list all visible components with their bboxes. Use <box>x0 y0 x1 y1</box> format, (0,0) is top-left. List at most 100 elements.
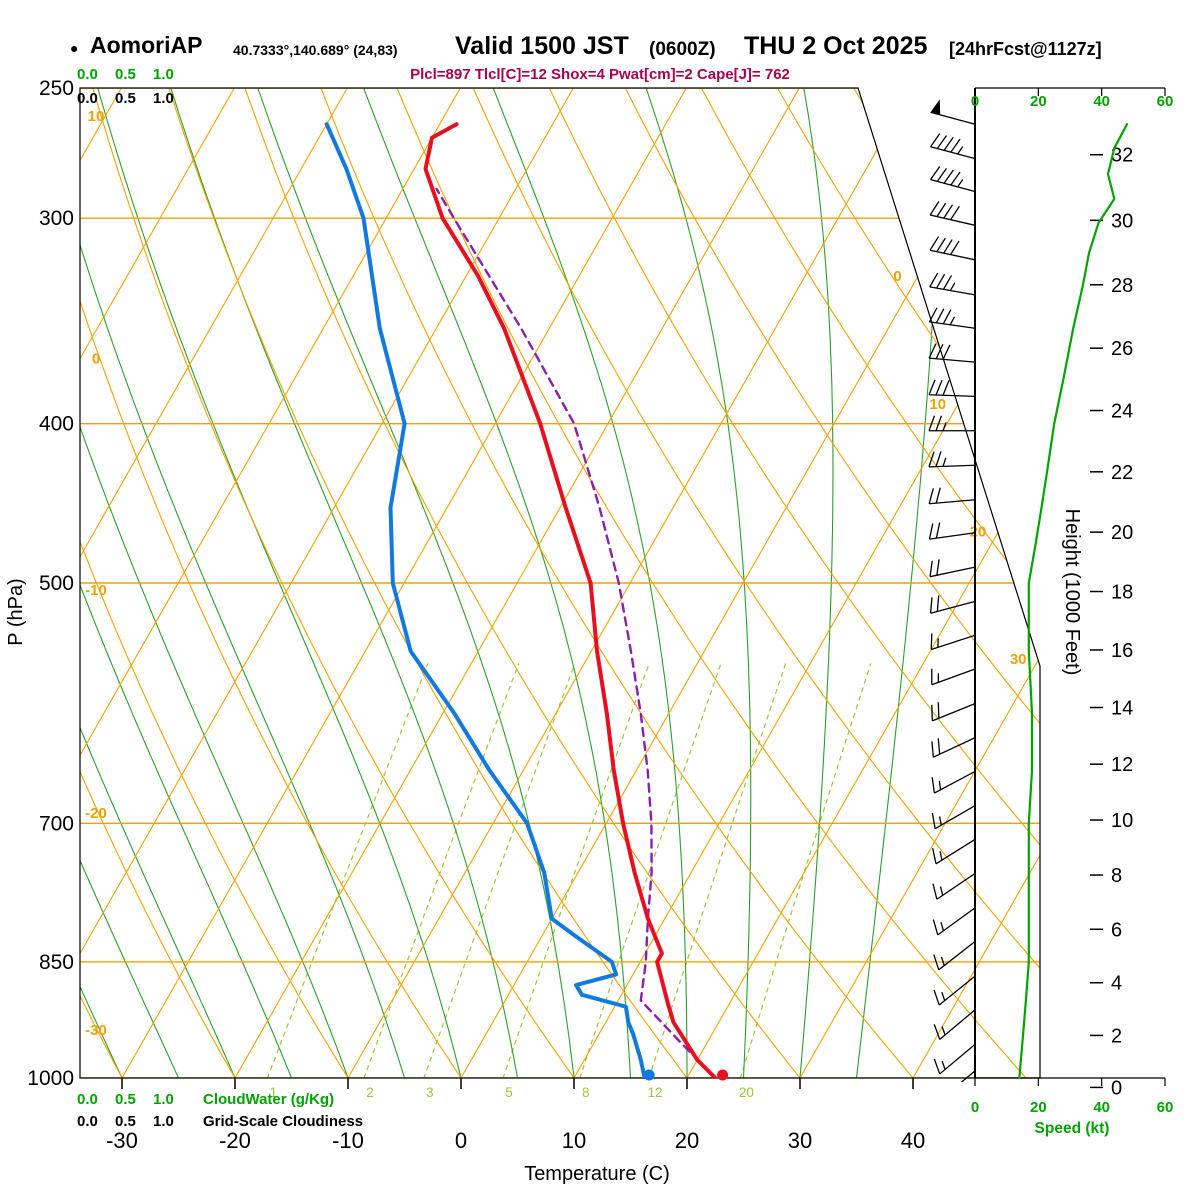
sounding-profiles <box>324 122 721 1078</box>
svg-text:40: 40 <box>901 1128 925 1153</box>
svg-text:26: 26 <box>1111 338 1133 360</box>
stability-indices: Plcl=897 Tlcl[C]=12 Shox=4 Pwat[cm]=2 Ca… <box>410 66 790 83</box>
station-bullet-icon: ● <box>70 40 79 56</box>
svg-text:2: 2 <box>1111 1025 1122 1047</box>
station-coords: 40.7333°,140.689° (24,83) <box>233 42 398 58</box>
svg-text:1: 1 <box>270 1085 278 1100</box>
svg-text:8: 8 <box>1111 865 1122 887</box>
surface-temperature-dot <box>717 1069 729 1081</box>
scale-tick: 1.0 <box>153 1113 174 1130</box>
scale-tick: 0.5 <box>115 1113 136 1130</box>
svg-text:12: 12 <box>1111 754 1133 776</box>
svg-text:0: 0 <box>1111 1077 1122 1099</box>
svg-text:22: 22 <box>1111 462 1133 484</box>
valid-time-utc: (0600Z) <box>649 39 716 60</box>
svg-text:1000: 1000 <box>27 1067 74 1090</box>
scale-tick: 0.0 <box>77 1091 98 1108</box>
valid-time: Valid 1500 JST <box>455 32 629 60</box>
svg-text:300: 300 <box>39 207 74 230</box>
svg-text:10: 10 <box>1111 810 1133 832</box>
scale-tick: 0.5 <box>115 90 136 107</box>
svg-text:0: 0 <box>455 1128 467 1153</box>
svg-text:20: 20 <box>1030 1099 1047 1116</box>
svg-text:6: 6 <box>1111 919 1122 941</box>
svg-text:4: 4 <box>1111 973 1122 995</box>
svg-text:20: 20 <box>675 1128 699 1153</box>
svg-text:0: 0 <box>971 93 979 110</box>
scale-tick: 0.0 <box>77 1113 98 1130</box>
svg-text:500: 500 <box>39 572 74 595</box>
svg-text:60: 60 <box>1157 1099 1174 1116</box>
svg-text:5: 5 <box>505 1085 513 1100</box>
cloudwater-label: CloudWater (g/Kg) <box>203 1091 335 1108</box>
cloudwater-legend: 0.0 0.5 1.0 CloudWater (g/Kg) <box>77 1091 334 1108</box>
svg-text:8: 8 <box>582 1085 590 1100</box>
svg-text:-20: -20 <box>219 1128 251 1153</box>
svg-text:18: 18 <box>1111 582 1133 604</box>
valid-date: THU 2 Oct 2025 <box>744 32 928 60</box>
svg-text:400: 400 <box>39 413 74 436</box>
svg-text:30: 30 <box>1111 210 1133 232</box>
svg-text:P (hPa): P (hPa) <box>5 578 27 645</box>
forecast-lead-tag: [24hrFcst@1127z] <box>949 39 1102 59</box>
svg-text:40: 40 <box>1093 93 1110 110</box>
svg-text:30: 30 <box>1010 651 1027 668</box>
svg-text:Speed (kt): Speed (kt) <box>1035 1120 1110 1137</box>
svg-text:-10: -10 <box>85 582 107 599</box>
svg-text:2: 2 <box>366 1085 374 1100</box>
svg-text:850: 850 <box>39 951 74 974</box>
svg-text:0: 0 <box>971 1099 979 1116</box>
svg-text:10: 10 <box>929 396 946 413</box>
svg-text:20: 20 <box>1111 522 1133 544</box>
scale-tick: 1.0 <box>153 1091 174 1108</box>
dewpoint-curve <box>324 122 648 1078</box>
svg-text:250: 250 <box>39 77 74 100</box>
svg-text:28: 28 <box>1111 275 1133 297</box>
parcel-curve <box>435 187 721 1078</box>
scale-tick: 0.0 <box>77 66 98 83</box>
scale-tick: 0.0 <box>77 90 98 107</box>
scale-tick: 1.0 <box>153 90 174 107</box>
svg-text:14: 14 <box>1111 698 1133 720</box>
cloudiness-legend: 0.0 0.5 1.0 Grid-Scale Cloudiness <box>77 1113 363 1130</box>
svg-text:700: 700 <box>39 812 74 835</box>
scale-tick: 0.5 <box>115 66 136 83</box>
svg-text:40: 40 <box>1093 1099 1110 1116</box>
svg-text:3: 3 <box>426 1085 434 1100</box>
svg-text:10: 10 <box>562 1128 586 1153</box>
svg-text:0: 0 <box>92 350 100 367</box>
svg-text:-20: -20 <box>85 805 107 822</box>
svg-text:16: 16 <box>1111 640 1133 662</box>
plot-frame <box>79 87 1041 1079</box>
svg-text:10: 10 <box>88 108 105 125</box>
skewt-grid <box>80 88 1040 1078</box>
cloudiness-scale-top: 0.0 0.5 1.0 <box>77 90 191 107</box>
wind-barbs <box>928 99 976 1082</box>
svg-text:-10: -10 <box>332 1128 364 1153</box>
svg-text:60: 60 <box>1157 93 1174 110</box>
cloudwater-scale-top: 0.0 0.5 1.0 <box>77 66 191 83</box>
svg-text:12: 12 <box>648 1085 663 1100</box>
scale-tick: 1.0 <box>153 66 174 83</box>
cloudiness-label: Grid-Scale Cloudiness <box>203 1113 364 1130</box>
wind-speed-curve <box>1018 123 1129 1080</box>
svg-text:20: 20 <box>1030 93 1047 110</box>
svg-text:-30: -30 <box>85 1022 107 1039</box>
temperature-curve <box>423 122 721 1078</box>
svg-text:20: 20 <box>970 523 987 540</box>
svg-text:-30: -30 <box>106 1128 138 1153</box>
surface-markers <box>643 1069 729 1081</box>
surface-dewpoint-dot <box>643 1069 655 1081</box>
svg-text:Temperature (C): Temperature (C) <box>524 1163 670 1185</box>
svg-text:24: 24 <box>1111 401 1133 423</box>
scale-tick: 0.5 <box>115 1091 136 1108</box>
svg-text:0: 0 <box>893 268 901 285</box>
svg-text:Height (1000 Feet): Height (1000 Feet) <box>1061 509 1083 676</box>
station-name: AomoriAP <box>90 32 203 58</box>
svg-text:30: 30 <box>788 1128 812 1153</box>
svg-text:20: 20 <box>739 1085 754 1100</box>
svg-text:32: 32 <box>1111 145 1133 167</box>
